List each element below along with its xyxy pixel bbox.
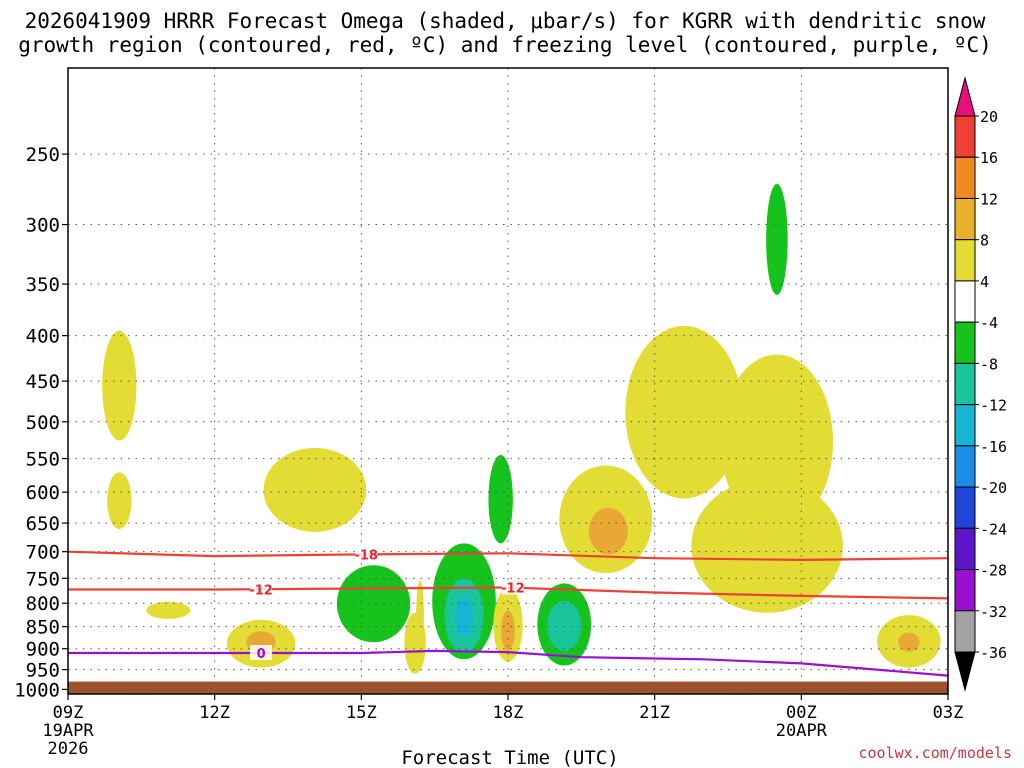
y-tick-label-600: 600 bbox=[26, 482, 60, 504]
colorbar-segment-6 bbox=[954, 321, 976, 364]
contour-label-bg-dgz_upper bbox=[355, 546, 378, 562]
chart-title-line-1: 2026041909 HRRR Forecast Omega (shaded, … bbox=[24, 9, 986, 33]
y-tick-label-850: 850 bbox=[26, 617, 60, 639]
y-tick-label-350: 350 bbox=[26, 274, 60, 296]
colorbar-label-5: -4 bbox=[980, 314, 998, 332]
contour-label-bg-freezing bbox=[250, 644, 273, 660]
colorbar-segment-8 bbox=[954, 404, 976, 447]
colorbar-label-8: -16 bbox=[980, 438, 1007, 456]
contour-label-dgz_lower: -12 bbox=[249, 583, 273, 598]
x-tick-label-03Z: 03Z bbox=[933, 703, 964, 723]
x-axis-label: Forecast Time (UTC) bbox=[401, 747, 618, 768]
colorbar-label-2: 12 bbox=[980, 190, 998, 208]
contour-label-bg-dgz_lower_2 bbox=[501, 579, 524, 595]
colorbar-segment-1 bbox=[954, 115, 976, 158]
x-tick-year-09Z: 2026 bbox=[48, 739, 89, 759]
colorbar-label-11: -28 bbox=[980, 562, 1007, 580]
y-tick-label-550: 550 bbox=[26, 449, 60, 471]
isotherm-minus18-line bbox=[68, 550, 948, 562]
chart-title-line-2: growth region (contoured, red, ºC) and f… bbox=[18, 33, 992, 57]
omega-region-10 bbox=[488, 455, 513, 544]
y-tick-label-500: 500 bbox=[26, 412, 60, 434]
colorbar-segment-10 bbox=[954, 486, 976, 529]
omega-region-8 bbox=[336, 565, 411, 643]
colorbar: 20 16 12 8 4 -4 -8 -12 -16 -20 -24 -28 -32 -36 bbox=[954, 76, 1007, 692]
colorbar-bottom-arrow bbox=[954, 651, 976, 692]
colorbar-label-0: 20 bbox=[980, 108, 998, 126]
omega-region-2 bbox=[146, 601, 191, 619]
colorbar-segment-9 bbox=[954, 445, 976, 488]
y-tick-label-250: 250 bbox=[26, 144, 60, 166]
contour-label-dgz_lower_2: -12 bbox=[501, 581, 525, 596]
colorbar-segment-7 bbox=[954, 362, 976, 406]
colorbar-segment-2 bbox=[954, 156, 976, 199]
colorbar-segment-3 bbox=[954, 197, 976, 241]
y-tick-label-750: 750 bbox=[26, 568, 60, 590]
x-tick-label-12Z: 12Z bbox=[199, 703, 230, 723]
contour-label-freezing: 0 bbox=[257, 647, 266, 662]
x-tick-label-18Z: 18Z bbox=[493, 703, 524, 723]
omega-region-22 bbox=[766, 183, 788, 295]
x-tick-label-09Z: 09Z bbox=[53, 703, 84, 723]
colorbar-segment-5 bbox=[954, 280, 976, 323]
axes: 2503003504004505005506006507007508008509… bbox=[14, 144, 963, 759]
y-tick-label-450: 450 bbox=[26, 371, 60, 393]
omega-region-24 bbox=[898, 632, 920, 652]
y-tick-label-1000: 1000 bbox=[14, 679, 60, 701]
x-tick-date-09Z: 19APR bbox=[42, 721, 94, 741]
colorbar-segment-11 bbox=[954, 527, 976, 571]
y-tick-label-800: 800 bbox=[26, 593, 60, 615]
colorbar-label-4: 4 bbox=[980, 273, 989, 291]
colorbar-label-9: -20 bbox=[980, 479, 1007, 497]
omega-region-18 bbox=[588, 507, 628, 555]
omega-region-16 bbox=[547, 600, 582, 651]
omega-region-21 bbox=[691, 479, 843, 613]
colorbar-label-7: -12 bbox=[980, 397, 1007, 415]
y-tick-label-950: 950 bbox=[26, 660, 60, 682]
colorbar-label-12: -32 bbox=[980, 603, 1007, 621]
x-tick-label-15Z: 15Z bbox=[346, 703, 377, 723]
omega-region-1 bbox=[107, 472, 132, 529]
contour-label-bg-dgz_lower bbox=[250, 581, 273, 597]
omega-region-0 bbox=[102, 330, 137, 441]
colorbar-segment-4 bbox=[954, 239, 976, 282]
x-tick-label-21Z: 21Z bbox=[639, 703, 670, 723]
colorbar-top-arrow bbox=[954, 76, 976, 117]
omega-region-3 bbox=[263, 447, 367, 532]
omega-region-7 bbox=[416, 580, 424, 651]
x-tick-label-00Z: 00Z bbox=[786, 703, 817, 723]
colorbar-label-6: -8 bbox=[980, 355, 998, 373]
y-tick-label-900: 900 bbox=[26, 639, 60, 661]
y-tick-label-700: 700 bbox=[26, 542, 60, 564]
plot-area: -18 -12 -12 0 bbox=[68, 68, 948, 694]
colorbar-label-1: 16 bbox=[980, 149, 998, 167]
y-tick-label-300: 300 bbox=[26, 215, 60, 237]
x-tick-date-00Z: 20APR bbox=[776, 721, 828, 741]
terrain-fill bbox=[68, 681, 948, 694]
colorbar-segment-12 bbox=[954, 569, 976, 612]
colorbar-segment-13 bbox=[954, 610, 976, 653]
contour-label-dgz_upper: -18 bbox=[354, 548, 378, 563]
credit-link[interactable]: coolwx.com/models bbox=[858, 744, 1012, 762]
y-tick-label-650: 650 bbox=[26, 513, 60, 535]
colorbar-label-3: 8 bbox=[980, 232, 989, 250]
colorbar-label-13: -36 bbox=[980, 644, 1007, 662]
omega-region-12 bbox=[455, 595, 473, 638]
colorbar-label-10: -24 bbox=[980, 520, 1007, 538]
y-tick-label-400: 400 bbox=[26, 326, 60, 348]
